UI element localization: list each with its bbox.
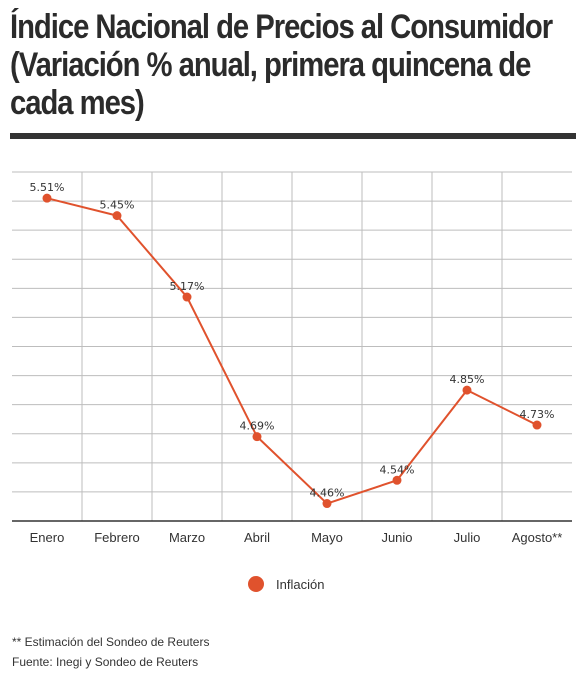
footnotes: ** Estimación del Sondeo de Reuters Fuen… bbox=[12, 632, 209, 672]
chart-title: Índice Nacional de Precios al Consumidor… bbox=[10, 8, 553, 122]
data-point bbox=[182, 292, 192, 302]
legend-label-inflacion: Inflación bbox=[276, 577, 324, 592]
x-tick-label: Abril bbox=[244, 530, 270, 545]
data-label: 4.54% bbox=[380, 463, 415, 476]
data-point bbox=[462, 385, 472, 395]
footnote-estimate: ** Estimación del Sondeo de Reuters bbox=[12, 635, 210, 649]
x-tick-label: Marzo bbox=[169, 530, 205, 545]
series-line-inflacion bbox=[46, 197, 538, 505]
data-label: 4.85% bbox=[450, 373, 485, 386]
data-point bbox=[112, 211, 122, 221]
x-tick-label: Julio bbox=[454, 530, 481, 545]
data-point bbox=[392, 475, 402, 485]
title-line-2: (Variación % anual, primera quincena de bbox=[10, 46, 531, 84]
title-rule bbox=[10, 133, 576, 139]
data-label: 5.45% bbox=[100, 199, 135, 212]
data-point bbox=[42, 193, 52, 203]
data-point bbox=[322, 499, 332, 509]
line-chart: 5.51% 5.45% 5.17% 4.69% 4.46% 4.54% 4.85% 4.73%… bbox=[12, 171, 572, 592]
x-tick-label: Junio bbox=[381, 530, 412, 545]
title-line-1: Índice Nacional de Precios al Consumidor bbox=[10, 8, 553, 46]
data-label: 4.69% bbox=[240, 420, 275, 433]
x-tick-label: Enero bbox=[30, 530, 65, 545]
data-label: 4.46% bbox=[310, 487, 345, 500]
data-label: 5.51% bbox=[30, 181, 65, 194]
x-tick-label: Mayo bbox=[311, 530, 343, 545]
x-tick-label: Agosto** bbox=[512, 530, 563, 545]
data-label: 5.17% bbox=[170, 280, 205, 293]
x-tick-label: Febrero bbox=[94, 530, 140, 545]
data-point bbox=[252, 432, 262, 442]
footnote-source: Fuente: Inegi y Sondeo de Reuters bbox=[12, 655, 199, 669]
data-point bbox=[532, 420, 542, 430]
title-line-3: cada mes) bbox=[10, 84, 145, 122]
legend-marker-inflacion bbox=[248, 576, 264, 592]
data-label: 4.73% bbox=[520, 408, 555, 421]
